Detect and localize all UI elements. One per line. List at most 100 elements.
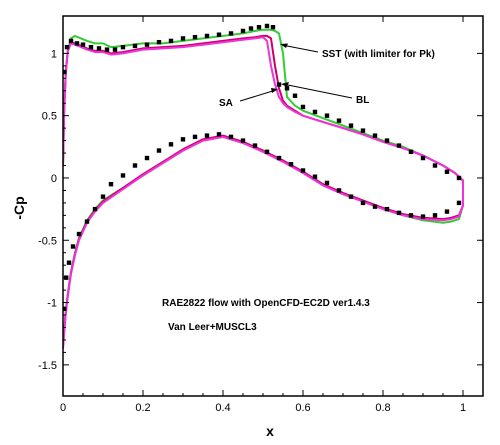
experiment-point [240,28,246,34]
experiment-point [132,163,138,168]
experiment-point [336,118,342,123]
experiment-point [156,148,162,153]
bl-arrow [282,83,353,99]
series-layer [63,28,464,349]
experiment-point [156,39,162,45]
experiment-point [68,38,74,44]
experiment-point [64,275,69,280]
annotation-arrows [239,43,353,102]
experiment-point [144,155,150,161]
experiment-point [228,31,234,36]
y-tick-label: -0.5 [38,235,57,247]
experiment-point [276,82,282,87]
experiment-point [144,42,150,47]
experiment-point [284,86,290,91]
experiment-point [348,194,354,199]
experiment-point [180,137,186,142]
experiment-point [312,109,318,115]
experiment-point [216,132,222,137]
experiment-point [408,149,414,155]
annotation-bl: BL [356,95,369,106]
experiment-point [372,133,378,138]
experiment-markers [63,23,462,311]
experiment-point [204,33,210,39]
experiment-point [70,244,76,249]
bl-arrowhead [281,82,289,87]
experiment-point [360,200,366,206]
experiment-point [132,43,138,49]
experiment-point [64,44,70,50]
experiment-point [360,128,366,133]
experiment-point [112,47,118,52]
experiment-point [216,32,222,37]
sst-arrow [281,44,319,53]
experiment-point [276,155,282,161]
experiment-point [384,206,390,212]
y-axis-title: -Cp [11,196,27,219]
experiment-point [270,25,276,30]
experiment-point [168,38,174,44]
sa-line [63,36,464,349]
experiment-point [96,46,102,51]
experiment-point [432,213,438,218]
experiment-point [240,138,246,143]
x-tick-label: 0.8 [375,402,390,414]
annotation-case-title: RAE2822 flow with OpenCFD-EC2D ver1.4.3 [162,298,370,309]
experiment-point [108,181,114,187]
x-tick-label: 0.4 [215,402,230,414]
experiment-point [408,213,414,218]
experiment-point [300,168,306,173]
experiment-point [228,134,234,140]
experiment-point [264,23,270,29]
experiment-point [88,44,94,50]
experiment-point [384,138,390,143]
y-axis-ticks: -1.5 -1 -0.5 0 0.5 1 [38,48,483,372]
experiment-point [312,174,318,179]
experiment-point [248,26,254,31]
experiment-point [292,93,298,98]
experiment-point [66,260,72,265]
x-axis-title: x [266,423,274,439]
experiment-point [396,143,402,148]
plot-frame [62,15,484,397]
experiment-point [256,25,262,30]
experiment-point [192,134,198,140]
experiment-point [63,306,67,311]
experiment-point [432,163,438,168]
experiment-point [336,188,342,193]
experiment-point [252,143,258,148]
sa-arrow [239,89,277,102]
experiment-point [444,209,450,214]
y-tick-label: 0.5 [42,111,57,123]
experiment-point [204,133,210,138]
experiment-point [264,149,270,155]
experiment-point [192,34,198,40]
experiment-point [300,104,306,110]
sst-arrowhead [280,43,288,48]
experiment-point [444,169,450,174]
annotation-sst: SST (with limiter for Pk) [322,49,435,60]
x-tick-label: 0.6 [295,402,310,414]
annotation-sa: SA [219,98,233,109]
experiment-point [348,123,354,128]
experiment-point [84,219,90,224]
experiment-point [324,180,330,186]
experiment-point [456,200,462,206]
experiment-point [104,47,110,52]
annotation-scheme: Van Leer+MUSCL3 [168,322,257,333]
experiment-point [80,42,86,47]
x-tick-label: 0.2 [135,402,150,414]
y-tick-label: -1.5 [38,360,57,372]
sa-arrowhead [271,88,278,93]
experiment-point [288,162,294,167]
experiment-point [456,175,462,181]
experiment-point [324,113,330,118]
x-tick-label: 1 [460,402,466,414]
experiment-point [420,155,426,161]
y-tick-label: -1 [47,298,57,310]
experiment-point [120,44,126,50]
experiment-point [168,142,174,147]
experiment-point [100,194,106,199]
experiment-point [74,41,80,46]
